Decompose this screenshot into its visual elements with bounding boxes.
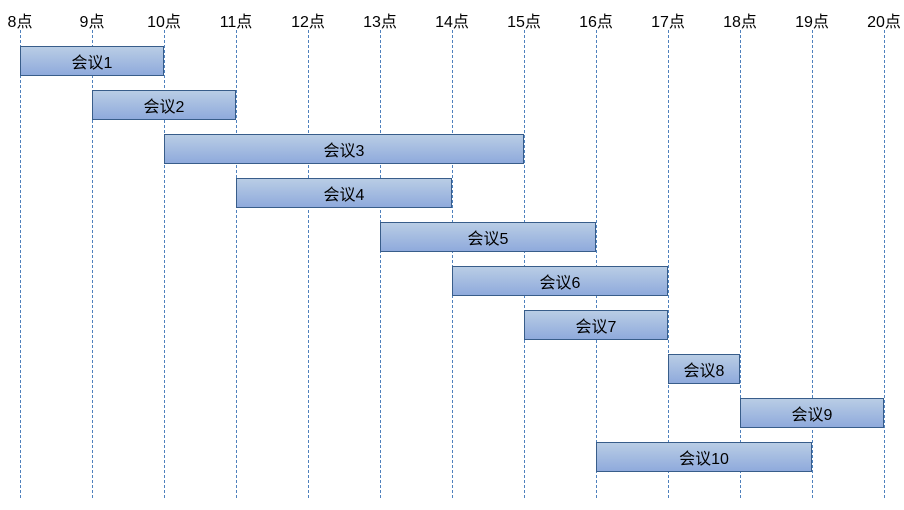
- meeting-bar-label: 会议3: [324, 137, 365, 161]
- axis-tick-label: 12点: [291, 8, 325, 32]
- meeting-bar: 会议6: [452, 266, 668, 296]
- gridline: [308, 30, 309, 498]
- axis-tick-label: 16点: [579, 8, 613, 32]
- axis-tick-label: 9点: [80, 8, 105, 32]
- gridline: [236, 30, 237, 498]
- axis-tick-label: 19点: [795, 8, 829, 32]
- gantt-chart: 8点 9点 10点 11点 12点 13点 14点 15点 16点 17点 18点 19点 20点会议1…: [0, 0, 904, 510]
- meeting-bar-label: 会议2: [144, 93, 185, 117]
- gridline: [668, 30, 669, 498]
- meeting-bar: 会议1: [20, 46, 164, 76]
- meeting-bar-label: 会议9: [792, 401, 833, 425]
- axis-tick-label: 15点: [507, 8, 541, 32]
- axis-tick-label: 8点: [8, 8, 33, 32]
- gridline: [452, 30, 453, 498]
- axis-tick-label: 20点: [867, 8, 901, 32]
- meeting-bar-label: 会议5: [468, 225, 509, 249]
- gridline: [20, 30, 21, 498]
- axis-tick-label: 10点: [147, 8, 181, 32]
- gridline: [596, 30, 597, 498]
- meeting-bar-label: 会议6: [540, 269, 581, 293]
- axis-tick-label: 18点: [723, 8, 757, 32]
- axis-tick-label: 11点: [220, 8, 253, 32]
- meeting-bar: 会议4: [236, 178, 452, 208]
- axis-tick-label: 17点: [651, 8, 685, 32]
- axis-tick-label: 13点: [363, 8, 397, 32]
- meeting-bar: 会议3: [164, 134, 524, 164]
- meeting-bar: 会议8: [668, 354, 740, 384]
- axis-tick-label: 14点: [435, 8, 469, 32]
- meeting-bar-label: 会议8: [684, 357, 725, 381]
- meeting-bar-label: 会议10: [679, 445, 729, 469]
- meeting-bar: 会议7: [524, 310, 668, 340]
- gridline: [884, 30, 885, 498]
- meeting-bar-label: 会议1: [72, 49, 113, 73]
- gridline: [380, 30, 381, 498]
- meeting-bar: 会议2: [92, 90, 236, 120]
- meeting-bar: 会议9: [740, 398, 884, 428]
- meeting-bar-label: 会议7: [576, 313, 617, 337]
- meeting-bar: 会议10: [596, 442, 812, 472]
- gridline: [524, 30, 525, 498]
- meeting-bar-label: 会议4: [324, 181, 365, 205]
- meeting-bar: 会议5: [380, 222, 596, 252]
